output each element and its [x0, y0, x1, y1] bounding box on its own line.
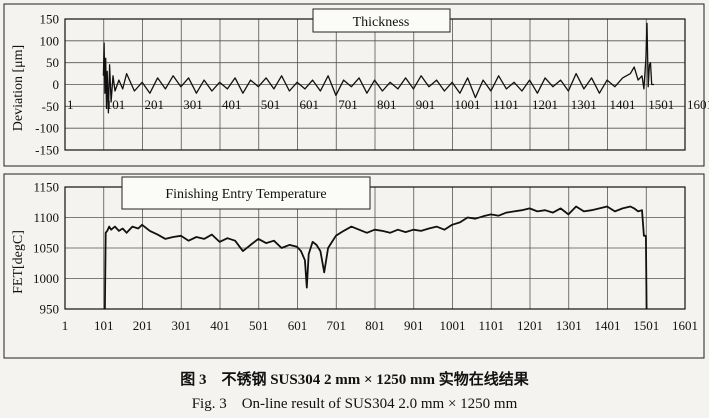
fet-grid	[65, 187, 685, 309]
y-tick-label: 0	[53, 77, 60, 92]
x-tick-label: 501	[249, 318, 269, 333]
x-tick-label: 1	[67, 97, 74, 112]
x-tick-label: 1401	[595, 318, 621, 333]
x-tick-label: 601	[288, 318, 308, 333]
x-tick-label: 1501	[633, 318, 659, 333]
y-tick-label: -50	[42, 99, 59, 114]
y-tick-label: 1150	[33, 180, 59, 195]
x-tick-label: 601	[300, 97, 320, 112]
y-tick-label: 1100	[33, 210, 59, 225]
thickness-y-axis-label: Deviation [μm]	[11, 45, 26, 131]
x-tick-label: 1201	[517, 318, 543, 333]
x-tick-label: 801	[365, 318, 385, 333]
thickness-panel-frame	[3, 3, 705, 167]
x-tick-label: 701	[327, 318, 347, 333]
fet-title: Finishing Entry Temperature	[165, 187, 326, 202]
x-tick-label: 1601	[672, 318, 698, 333]
thickness-panel: Deviation [μm] 150 100 50 0 -50 -100 -150 1 101…	[3, 3, 709, 167]
figure-caption-english: Fig. 3 On-line result of SUS304 2.0 mm ×…	[191, 396, 518, 412]
fet-x-ticks: 1 101 201 301 401 501 601 701 801 901 1001 1101 1201…	[62, 318, 698, 333]
y-tick-label: 100	[40, 33, 60, 48]
x-tick-label: 501	[261, 97, 281, 112]
fet-y-ticks: 1150 1100 1050 1000 950	[33, 180, 59, 317]
figure-caption-chinese: 图 3 不锈钢 SUS304 2 mm × 1250 mm 实物在线结果	[180, 372, 529, 388]
y-tick-label: -150	[35, 143, 59, 158]
x-tick-label: 301	[183, 97, 203, 112]
y-tick-label: 950	[40, 302, 60, 317]
x-tick-label: 1001	[455, 97, 481, 112]
thickness-y-ticks: 150 100 50 0 -50 -100 -150	[35, 12, 59, 158]
x-tick-label: 901	[416, 97, 436, 112]
x-tick-label: 1001	[440, 318, 466, 333]
x-tick-label: 401	[210, 318, 230, 333]
thickness-title: Thickness	[353, 15, 410, 30]
x-tick-label: 801	[377, 97, 397, 112]
fet-panel-frame	[3, 173, 705, 359]
x-tick-label: 1101	[478, 318, 504, 333]
thickness-grid	[65, 19, 685, 150]
y-tick-label: 150	[40, 12, 60, 27]
thickness-title-box	[312, 8, 451, 33]
x-tick-label: 1601	[687, 97, 709, 112]
thickness-deviation-line	[102, 22, 654, 114]
y-tick-label: 1000	[33, 271, 59, 286]
x-tick-label: 401	[222, 97, 242, 112]
x-tick-label: 201	[133, 318, 153, 333]
x-tick-label: 901	[404, 318, 424, 333]
x-tick-label: 1201	[532, 97, 558, 112]
y-tick-label: -100	[35, 121, 59, 136]
x-tick-label: 201	[145, 97, 165, 112]
fet-temperature-line	[104, 205, 648, 310]
x-tick-label: 1	[62, 318, 69, 333]
fet-y-axis-label: FET[degC]	[11, 230, 26, 294]
y-tick-label: 50	[46, 55, 59, 70]
x-tick-label: 701	[338, 97, 358, 112]
x-tick-label: 1301	[556, 318, 582, 333]
fet-plot-area	[64, 186, 686, 310]
x-tick-label: 1401	[610, 97, 636, 112]
x-tick-label: 1101	[493, 97, 519, 112]
x-tick-label: 1501	[648, 97, 674, 112]
x-tick-label: 101	[94, 318, 114, 333]
thickness-x-ticks: 1 101 201 301 401 501 601 701 801 901 1001 1101 1201…	[67, 97, 709, 112]
x-tick-label: 301	[172, 318, 192, 333]
fet-title-box	[121, 176, 371, 210]
y-tick-label: 1050	[33, 241, 59, 256]
x-tick-label: 1301	[571, 97, 597, 112]
